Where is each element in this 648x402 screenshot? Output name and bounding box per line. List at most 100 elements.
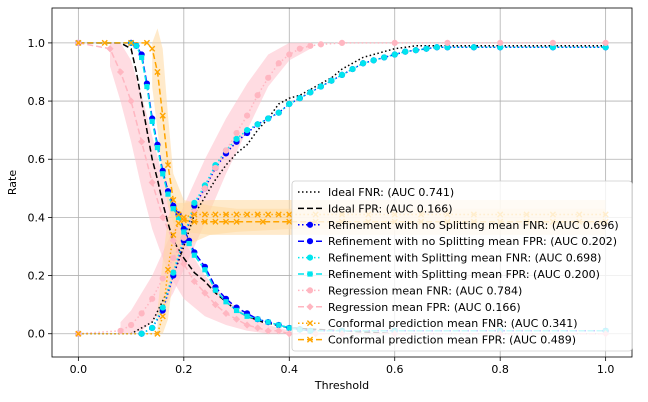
legend: Ideal FNR: (AUC 0.741) Ideal FPR: (AUC 0.… [291, 180, 633, 352]
data-point [159, 213, 167, 221]
data-point [149, 324, 156, 332]
data-point [201, 211, 209, 218]
data-point [211, 301, 220, 309]
data-point [212, 218, 219, 225]
data-point [307, 42, 314, 49]
data-point [170, 231, 177, 238]
data-point [212, 211, 219, 218]
data-point [180, 234, 187, 241]
data-point [191, 252, 197, 258]
data-point [233, 129, 240, 137]
legend-label: Regression mean FPR: (AUC 0.166) [328, 301, 521, 314]
y-axis-label: Rate [6, 170, 19, 195]
data-point [243, 321, 251, 329]
data-point [191, 218, 198, 225]
data-point [143, 39, 151, 46]
data-point [138, 138, 146, 146]
data-point [212, 287, 219, 293]
data-point [186, 240, 192, 247]
data-point [148, 178, 156, 187]
data-point [286, 218, 293, 225]
data-point [243, 211, 251, 218]
legend-label: Ideal FNR: (AUC 0.741) [328, 186, 454, 199]
x-tick-label: 0.8 [491, 363, 509, 376]
data-point [306, 238, 314, 245]
data-point [75, 39, 82, 46]
data-point [317, 41, 325, 48]
data-point [285, 330, 293, 338]
data-point [233, 307, 240, 314]
x-tick-label: 0.0 [70, 363, 88, 376]
data-point [391, 39, 398, 47]
data-point [328, 77, 335, 84]
data-point [381, 54, 388, 61]
data-point [127, 39, 135, 46]
data-point [144, 83, 150, 90]
data-point [370, 57, 377, 64]
data-point [275, 60, 282, 67]
legend-label: Refinement with no Splitting mean FPR: (… [328, 235, 617, 248]
data-point [349, 65, 356, 73]
data-point [106, 45, 114, 53]
data-point [201, 289, 209, 297]
data-point [180, 260, 188, 268]
data-point [139, 54, 145, 61]
legend-label: Conformal prediction mean FNR: (AUC 0.34… [328, 317, 578, 330]
data-point [296, 45, 303, 52]
data-point [264, 327, 272, 335]
data-point [133, 43, 139, 49]
data-point [307, 271, 313, 277]
data-point [201, 218, 209, 225]
data-point [169, 237, 177, 245]
data-point [338, 71, 346, 78]
data-point [154, 330, 161, 337]
data-point [159, 112, 166, 119]
x-tick-label: 0.6 [386, 363, 404, 376]
data-point [306, 303, 314, 311]
data-point [497, 39, 504, 47]
data-point [286, 51, 293, 58]
x-tick-label: 0.4 [281, 363, 299, 376]
data-point [159, 275, 166, 282]
data-point [275, 109, 282, 116]
x-tick-label: 1.0 [597, 363, 615, 376]
data-point [170, 255, 177, 262]
data-point [175, 214, 182, 220]
data-point [222, 309, 230, 317]
data-point [306, 254, 314, 261]
data-point [116, 68, 125, 76]
data-point [244, 313, 250, 319]
data-point [549, 39, 557, 47]
data-point [170, 196, 177, 204]
legend-label: Conformal prediction mean FPR: (AUC 0.48… [328, 334, 576, 347]
data-point [402, 48, 409, 55]
data-point [154, 68, 161, 76]
data-point [359, 60, 367, 67]
data-point [212, 164, 219, 172]
data-point [191, 211, 198, 218]
confidence-band [110, 42, 290, 334]
data-point [296, 95, 303, 102]
y-tick-label: 0.6 [28, 153, 46, 166]
data-point [391, 51, 398, 58]
data-point [175, 211, 182, 218]
data-point [286, 211, 293, 218]
y-tick-label: 0.0 [28, 328, 46, 341]
data-point [117, 327, 124, 334]
data-point [233, 135, 240, 142]
data-point [265, 74, 272, 81]
data-point [127, 321, 135, 329]
legend-label: Ideal FPR: (AUC 0.166) [328, 202, 453, 215]
data-point [433, 44, 441, 51]
data-point [222, 147, 230, 154]
data-point [243, 112, 251, 119]
data-point [149, 118, 155, 125]
data-point [164, 161, 172, 169]
data-point [254, 211, 261, 218]
data-point [275, 327, 283, 335]
data-point [306, 221, 314, 228]
data-point [306, 320, 314, 327]
x-axis-label: Threshold [314, 379, 369, 392]
data-point [338, 39, 346, 47]
y-tick-label: 0.8 [28, 95, 46, 108]
